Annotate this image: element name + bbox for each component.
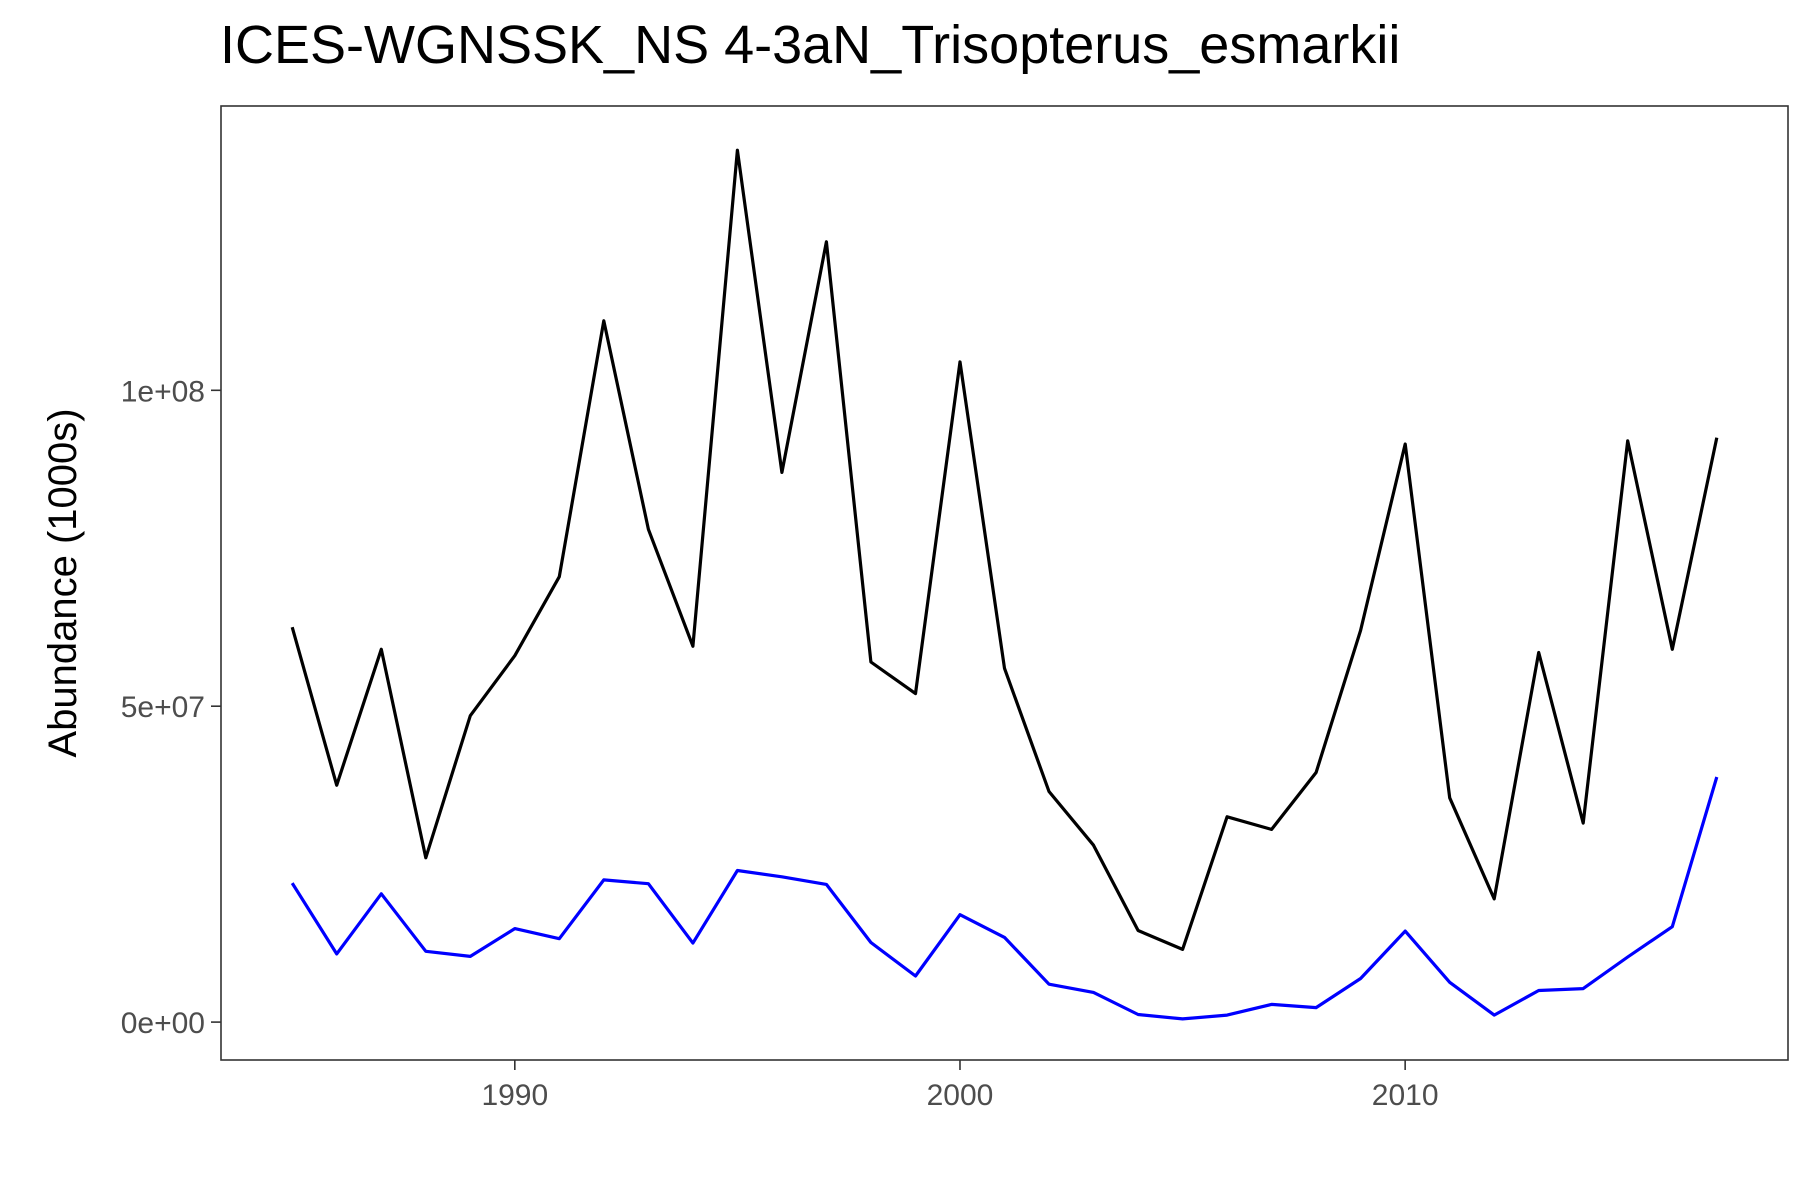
y-axis-title: Abundance (1000s) xyxy=(41,408,85,757)
series-line-2 xyxy=(290,776,1719,1021)
y-tick-label: 1e+08 xyxy=(121,375,205,408)
y-axis: 0e+00 5e+07 1e+08 xyxy=(121,375,221,1040)
x-tick-label: 2010 xyxy=(1372,1079,1439,1112)
chart-title: ICES-WGNSSK_NS 4-3aN_Trisopterus_esmarki… xyxy=(220,15,1401,75)
x-tick-label: 2000 xyxy=(927,1079,994,1112)
plot-panel xyxy=(220,105,1789,1061)
y-tick-label: 0e+00 xyxy=(121,1007,205,1040)
x-tick-label: 1990 xyxy=(481,1079,548,1112)
series-group xyxy=(290,148,1719,1021)
x-axis: 1990 2000 2010 xyxy=(481,1060,1439,1112)
series-line-1 xyxy=(290,148,1719,952)
y-tick-label: 5e+07 xyxy=(121,691,205,724)
